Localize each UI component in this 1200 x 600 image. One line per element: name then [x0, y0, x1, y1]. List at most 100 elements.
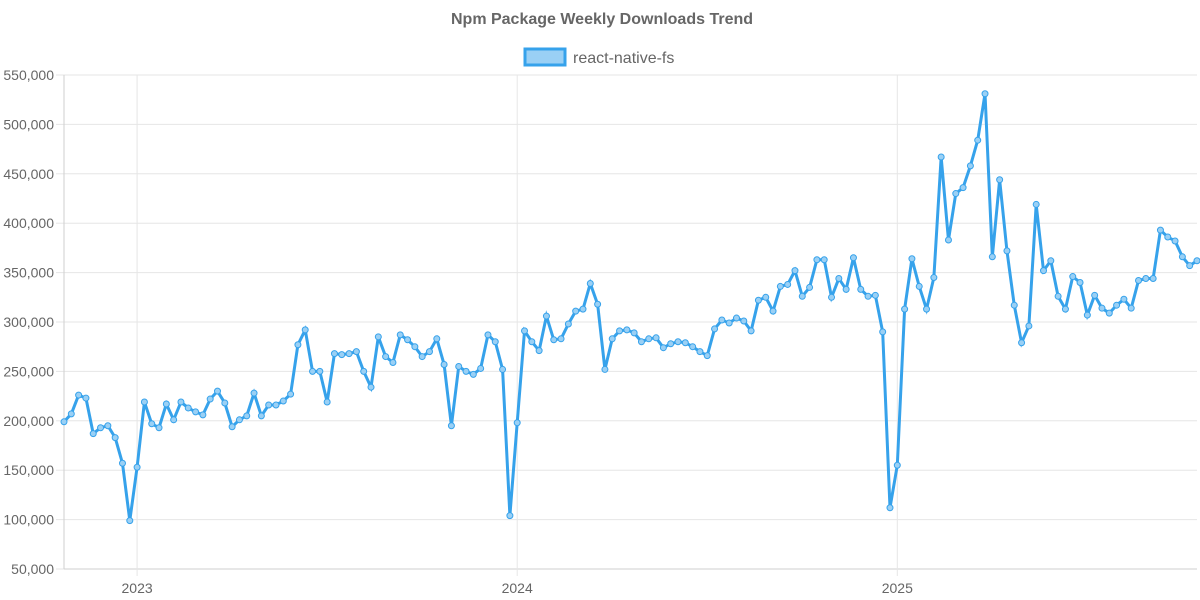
data-point[interactable] — [469, 370, 477, 378]
data-point[interactable] — [404, 336, 412, 344]
data-point[interactable] — [118, 459, 126, 467]
data-point[interactable] — [959, 184, 967, 192]
data-point[interactable] — [411, 343, 419, 351]
data-point[interactable] — [1032, 200, 1040, 208]
data-point[interactable] — [1120, 295, 1128, 303]
data-point[interactable] — [396, 331, 404, 339]
data-point[interactable] — [857, 285, 865, 293]
legend[interactable]: react-native-fs — [523, 47, 674, 67]
data-point[interactable] — [893, 461, 901, 469]
data-point[interactable] — [184, 404, 192, 412]
data-point[interactable] — [871, 291, 879, 299]
data-point[interactable] — [67, 410, 75, 418]
data-point[interactable] — [243, 412, 251, 420]
data-point[interactable] — [659, 344, 667, 352]
data-point[interactable] — [162, 400, 170, 408]
data-point[interactable] — [447, 422, 455, 430]
data-point[interactable] — [265, 401, 273, 409]
data-point[interactable] — [477, 364, 485, 372]
data-point[interactable] — [294, 341, 302, 349]
data-point[interactable] — [601, 365, 609, 373]
data-point[interactable] — [418, 353, 426, 361]
data-point[interactable] — [192, 408, 200, 416]
data-point[interactable] — [1149, 275, 1157, 283]
data-point[interactable] — [681, 339, 689, 347]
data-point[interactable] — [564, 320, 572, 328]
data-point[interactable] — [1178, 253, 1186, 261]
data-point[interactable] — [1018, 339, 1026, 347]
data-point[interactable] — [579, 305, 587, 313]
data-point[interactable] — [798, 292, 806, 300]
data-point[interactable] — [1098, 304, 1106, 312]
data-point[interactable] — [849, 254, 857, 262]
data-point[interactable] — [1105, 309, 1113, 317]
data-point[interactable] — [944, 236, 952, 244]
data-point[interactable] — [111, 434, 119, 442]
data-point[interactable] — [528, 338, 536, 346]
data-point[interactable] — [1069, 273, 1077, 281]
data-point[interactable] — [630, 329, 638, 337]
data-point[interactable] — [608, 335, 616, 343]
data-point[interactable] — [923, 305, 931, 313]
data-point[interactable] — [594, 300, 602, 308]
data-point[interactable] — [981, 90, 989, 98]
data-point[interactable] — [367, 383, 375, 391]
data-point[interactable] — [287, 390, 295, 398]
legend-swatch[interactable] — [523, 47, 567, 67]
data-point[interactable] — [1025, 322, 1033, 330]
data-point[interactable] — [374, 333, 382, 341]
data-point[interactable] — [389, 359, 397, 367]
data-point[interactable] — [309, 367, 317, 375]
data-point[interactable] — [433, 335, 441, 343]
data-point[interactable] — [637, 338, 645, 346]
data-point[interactable] — [769, 307, 777, 315]
data-point[interactable] — [506, 512, 514, 520]
data-point[interactable] — [1047, 257, 1055, 265]
data-point[interactable] — [1003, 247, 1011, 255]
data-point[interactable] — [228, 423, 236, 431]
data-point[interactable] — [1061, 305, 1069, 313]
data-point[interactable] — [170, 416, 178, 424]
data-point[interactable] — [250, 389, 258, 397]
data-point[interactable] — [1113, 301, 1121, 309]
legend-label[interactable]: react-native-fs — [573, 50, 674, 67]
data-point[interactable] — [1054, 292, 1062, 300]
data-point[interactable] — [586, 279, 594, 287]
data-point[interactable] — [915, 282, 923, 290]
data-point[interactable] — [1091, 291, 1099, 299]
data-point[interactable] — [338, 351, 346, 359]
data-point[interactable] — [352, 348, 360, 356]
data-point[interactable] — [842, 285, 850, 293]
data-point[interactable] — [1164, 233, 1172, 241]
data-point[interactable] — [930, 274, 938, 282]
data-point[interactable] — [996, 176, 1004, 184]
data-point[interactable] — [89, 430, 97, 438]
data-point[interactable] — [652, 334, 660, 342]
data-point[interactable] — [155, 424, 163, 432]
data-point[interactable] — [718, 316, 726, 324]
data-point[interactable] — [616, 327, 624, 335]
data-point[interactable] — [1186, 262, 1194, 270]
data-point[interactable] — [148, 420, 156, 428]
data-point[interactable] — [988, 253, 996, 261]
data-point[interactable] — [754, 296, 762, 304]
data-point[interactable] — [908, 255, 916, 263]
data-point[interactable] — [813, 256, 821, 264]
data-point[interactable] — [937, 153, 945, 161]
data-point[interactable] — [301, 326, 309, 334]
data-point[interactable] — [60, 418, 68, 426]
data-point[interactable] — [133, 463, 141, 471]
data-point[interactable] — [462, 367, 470, 375]
data-point[interactable] — [455, 362, 463, 370]
data-point[interactable] — [140, 398, 148, 406]
data-point[interactable] — [711, 325, 719, 333]
data-point[interactable] — [557, 335, 565, 343]
data-point[interactable] — [732, 314, 740, 322]
data-point[interactable] — [674, 338, 682, 346]
data-point[interactable] — [740, 317, 748, 325]
data-point[interactable] — [1193, 257, 1200, 265]
data-point[interactable] — [491, 338, 499, 346]
data-point[interactable] — [696, 348, 704, 356]
data-point[interactable] — [1076, 278, 1084, 286]
data-point[interactable] — [1127, 304, 1135, 312]
